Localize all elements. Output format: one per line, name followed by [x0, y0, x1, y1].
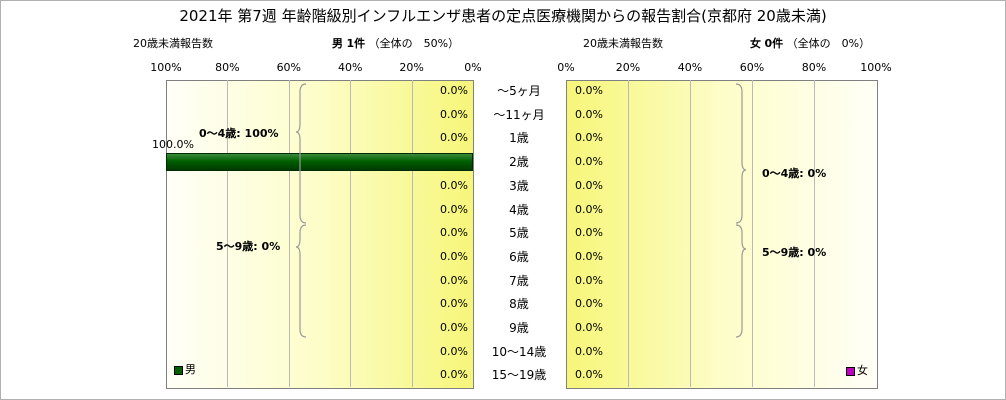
female-axis-tick: 60% [739, 61, 765, 74]
female-gridline [690, 80, 691, 387]
male-value-label: 0.0% [440, 368, 468, 382]
male-value-label: 0.0% [440, 107, 468, 121]
male-gridline [350, 80, 352, 387]
female-value-label: 0.0% [575, 84, 603, 97]
female-legend-swatch [846, 366, 855, 376]
age-category-label: ～11ヶ月 [493, 107, 545, 122]
male-value-label: 0.0% [440, 344, 468, 358]
female-gridline [628, 80, 629, 387]
age-category-label: 15～19歳 [491, 368, 547, 383]
left-count-label: 1件 [346, 37, 366, 50]
female-value-label: 0.0% [575, 178, 603, 192]
male-legend: 男 [174, 361, 196, 377]
male-legend-label: 男 [185, 363, 196, 376]
age-category-label: 5歳 [509, 226, 529, 241]
male-value-label: 0.0% [440, 297, 468, 311]
left-share-label: （全体の 50%） [368, 37, 460, 50]
female-value-label: 0.0% [575, 155, 603, 169]
female-value-label: 0.0% [575, 297, 603, 311]
female-gridline [752, 80, 753, 387]
male-axis-tick: 80% [215, 61, 240, 74]
left-count-caption: 20歳未満報告数 [133, 37, 213, 50]
female-axis-tick: 20% [615, 61, 641, 74]
female-axis-tick: 40% [677, 61, 703, 74]
chart-title: 2021年 第7週 年齢階級別インフルエンザ患者の定点医療機関からの報告割合(京… [179, 7, 827, 25]
male-axis-tick: 0% [464, 61, 482, 74]
male-plot-area [166, 80, 474, 389]
age-category-label: 2歳 [509, 155, 529, 170]
male-gridline [411, 80, 413, 387]
male-axis-tick: 60% [276, 61, 302, 74]
female-value-label: 0.0% [575, 273, 603, 287]
age-category-label: ～5ヶ月 [497, 84, 541, 98]
right-count-caption: 20歳未満報告数 [583, 37, 663, 50]
male-gridline [227, 80, 229, 387]
right-sex-label: 女 [750, 37, 761, 50]
female-plot-area [566, 80, 878, 389]
female-axis-tick: 100% [860, 61, 892, 74]
male-value-label: 0.0% [440, 321, 468, 334]
female-value-label: 0.0% [575, 226, 603, 240]
male-axis-tick: 40% [337, 61, 363, 74]
left-sex-header: 男 1件 （全体の 50%） [332, 35, 459, 51]
male-value-label: 0.0% [440, 178, 468, 192]
male-gridline [288, 80, 290, 387]
male-value-label: 0.0% [440, 202, 468, 216]
male-value-label: 0.0% [440, 273, 468, 287]
age-category-label: 1歳 [509, 131, 529, 146]
right-count-label: 0件 [764, 37, 784, 50]
right-share-label: （全体の 0%） [786, 37, 871, 50]
male-value-label: 100.0% [152, 138, 194, 152]
male-value-label: 0.0% [440, 131, 468, 145]
female-group-label-0-4: 0～4歳: 0% [762, 167, 827, 180]
female-value-label: 0.0% [575, 249, 603, 263]
female-axis-tick: 0% [557, 61, 575, 74]
female-value-label: 0.0% [575, 321, 603, 334]
age-category-label: 10～14歳 [491, 344, 547, 359]
female-brackets [735, 83, 747, 338]
age-category-label: 9歳 [509, 321, 529, 335]
female-value-label: 0.0% [575, 107, 603, 121]
male-bar [166, 153, 473, 172]
age-category-label: 6歳 [509, 249, 529, 264]
left-sex-label: 男 [332, 37, 343, 50]
male-brackets [295, 83, 307, 338]
male-legend-swatch [174, 365, 183, 375]
age-category-label: 7歳 [509, 273, 529, 288]
male-group-label-5-9: 5～9歳: 0% [216, 240, 281, 253]
male-group-label-0-4: 0～4歳: 100% [199, 127, 279, 140]
male-axis-tick: 100% [150, 61, 182, 74]
female-legend: 女 [846, 362, 868, 378]
female-value-label: 0.0% [575, 202, 603, 216]
age-category-label: 3歳 [509, 178, 529, 193]
female-value-label: 0.0% [575, 344, 603, 358]
female-axis-tick: 80% [801, 61, 827, 74]
male-axis-tick: 20% [399, 61, 424, 74]
female-gridline [814, 80, 815, 387]
male-value-label: 0.0% [440, 84, 468, 97]
male-value-label: 0.0% [440, 249, 468, 263]
female-value-label: 0.0% [575, 131, 603, 145]
female-group-label-5-9: 5～9歳: 0% [762, 246, 827, 259]
female-legend-label: 女 [857, 364, 868, 377]
male-value-label: 0.0% [440, 226, 468, 240]
right-sex-header: 女 0件 （全体の 0%） [750, 35, 870, 51]
female-value-label: 0.0% [575, 368, 603, 382]
age-category-label: 4歳 [509, 202, 529, 217]
age-category-label: 8歳 [509, 297, 529, 312]
